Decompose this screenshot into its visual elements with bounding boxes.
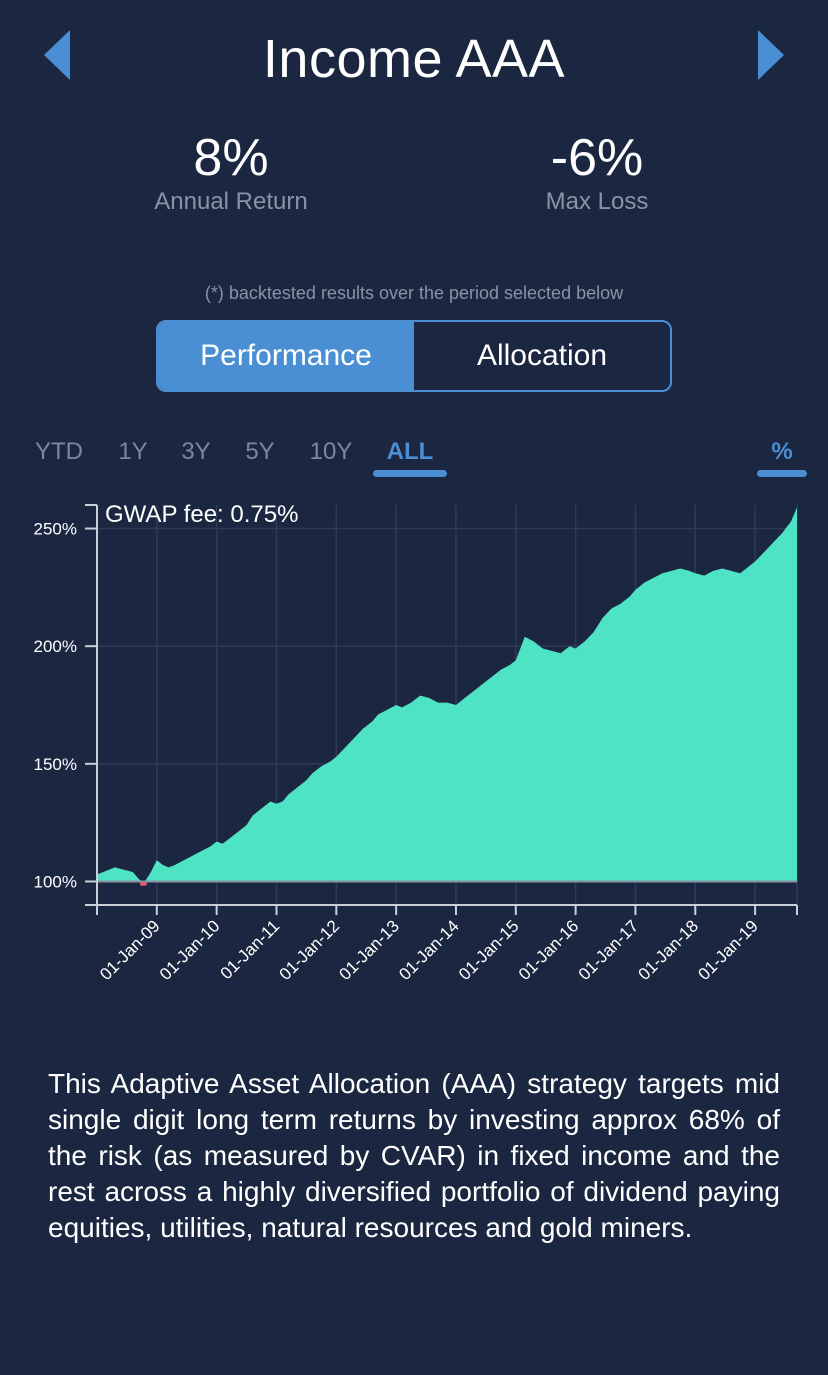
x-tick-label: 01-Jan-16 (515, 916, 583, 984)
x-tick-label: 01-Jan-10 (156, 916, 224, 984)
annual-return-value: 8% (193, 129, 269, 187)
performance-chart: 100%150%200%250%01-Jan-0901-Jan-1001-Jan… (34, 501, 798, 984)
percent-toggle[interactable]: % (771, 438, 793, 465)
chevron-left-icon[interactable] (44, 30, 70, 80)
period-10y[interactable]: 10Y (309, 438, 353, 465)
tab-allocation[interactable]: Allocation (476, 339, 608, 372)
strategy-description: This Adaptive Asset Allocation (AAA) str… (48, 1068, 780, 1243)
period-1y[interactable]: 1Y (118, 438, 148, 465)
x-tick-label: 01-Jan-18 (635, 916, 703, 984)
fee-annotation: GWAP fee: 0.75% (105, 501, 298, 528)
x-tick-label: 01-Jan-12 (276, 916, 344, 984)
y-tick-label: 150% (34, 755, 77, 774)
period-5y[interactable]: 5Y (245, 438, 275, 465)
x-tick-label: 01-Jan-14 (395, 916, 463, 984)
period-selector: YTD 1Y 3Y 5Y 10Y ALL % (0, 438, 828, 482)
backtest-footnote: (*) backtested results over the period s… (204, 283, 624, 303)
period-active-indicator (373, 470, 447, 477)
period-3y[interactable]: 3Y (181, 438, 211, 465)
x-tick-label: 01-Jan-15 (455, 916, 523, 984)
chevron-right-icon[interactable] (758, 30, 784, 80)
annual-return-label: Annual Return (154, 188, 308, 215)
x-tick-label: 01-Jan-11 (217, 916, 284, 983)
x-tick-label: 01-Jan-17 (575, 916, 643, 984)
x-tick-label: 01-Jan-09 (96, 916, 164, 984)
max-loss-stat: -6% Max Loss (447, 128, 747, 216)
x-tick-label: 01-Jan-19 (694, 916, 762, 984)
max-loss-value: -6% (550, 129, 644, 187)
period-all[interactable]: ALL (386, 438, 434, 465)
max-loss-label: Max Loss (545, 188, 649, 215)
view-toggle: Performance Allocation (156, 320, 672, 392)
tab-performance[interactable]: Performance (158, 322, 414, 390)
page-title: Income AAA (262, 29, 566, 89)
y-tick-label: 200% (34, 637, 77, 656)
y-tick-label: 250% (34, 520, 77, 539)
x-tick-label: 01-Jan-13 (335, 916, 403, 984)
period-ytd[interactable]: YTD (35, 438, 83, 465)
annual-return-stat: 8% Annual Return (81, 128, 381, 216)
y-tick-label: 100% (34, 872, 77, 891)
series-area (97, 507, 797, 882)
percent-active-indicator (757, 470, 807, 477)
